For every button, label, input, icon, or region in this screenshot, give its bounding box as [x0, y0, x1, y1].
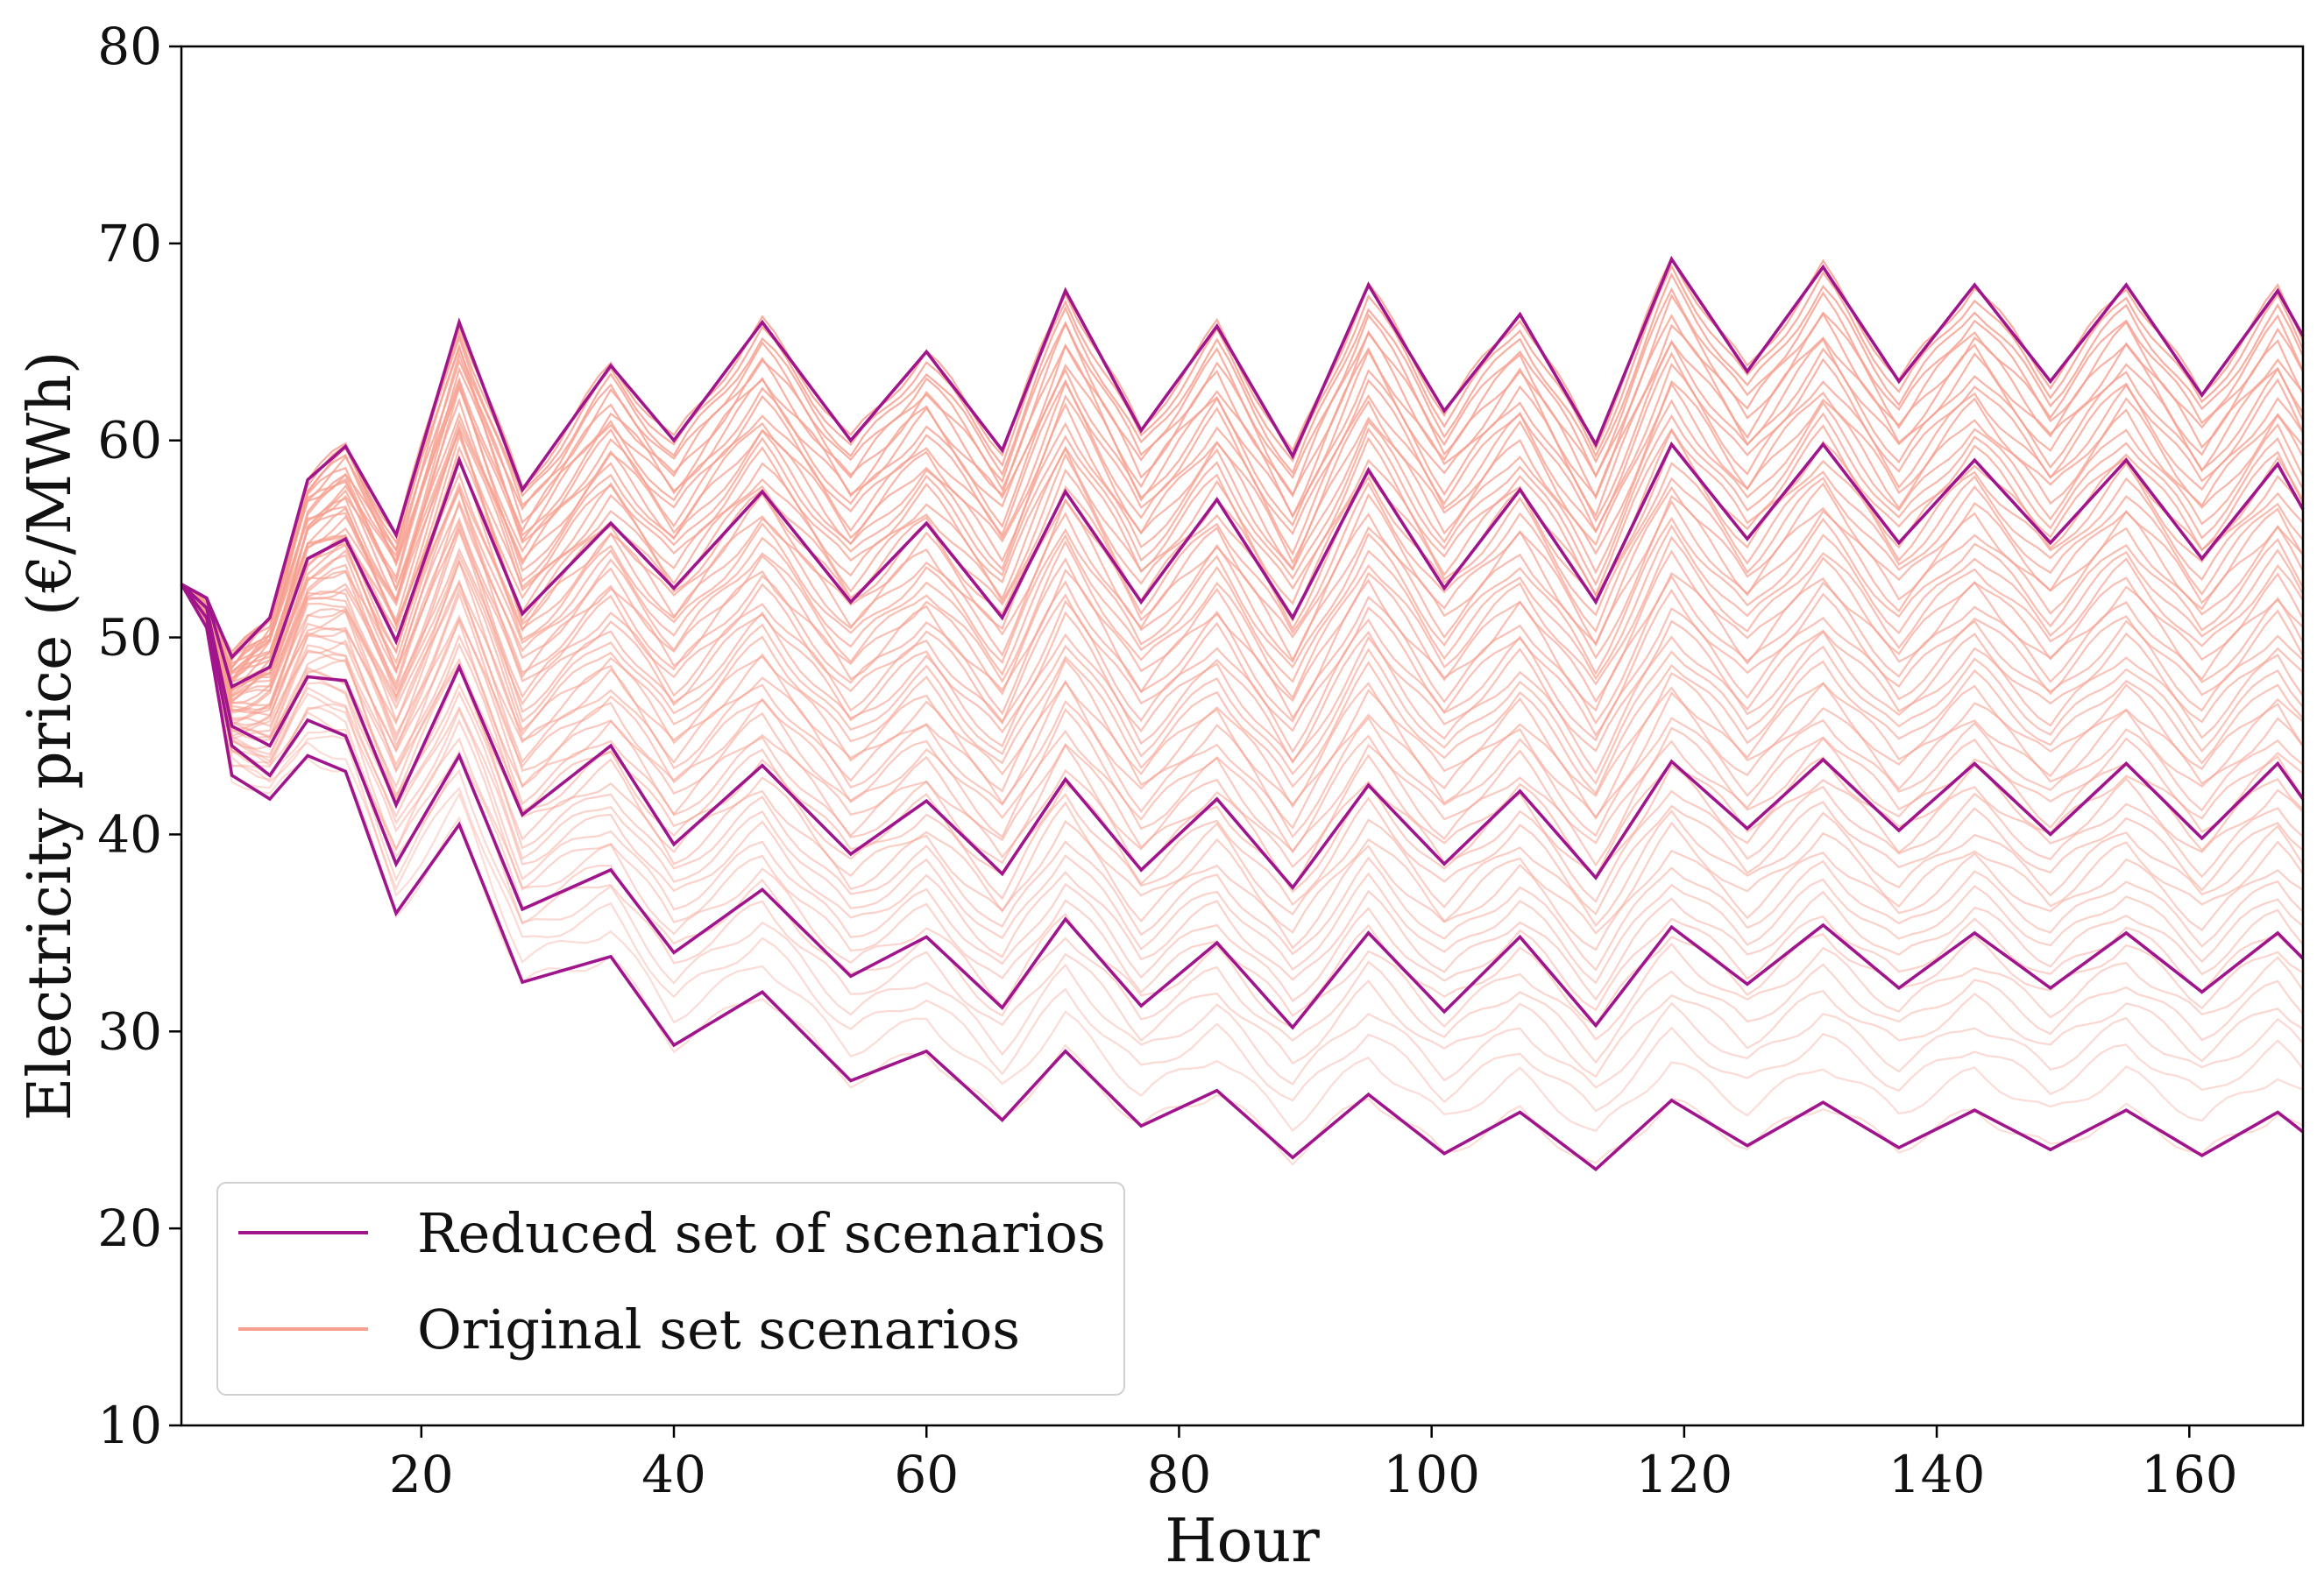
original-scenario-line	[181, 255, 2305, 654]
original-scenario-line	[181, 583, 2304, 854]
original-scenario-line	[181, 583, 2304, 985]
y-tick-label: 30	[97, 1001, 162, 1061]
y-tick-label: 10	[97, 1396, 162, 1455]
original-scenario-line	[181, 520, 2304, 753]
reduced-scenario-line	[180, 583, 2305, 1172]
original-scenario-line	[181, 312, 2304, 660]
original-scenario-line	[181, 583, 2304, 972]
original-scenario-line	[181, 445, 2304, 686]
original-scenario-line	[181, 583, 2304, 1089]
reduced-scenario-line	[180, 583, 2305, 1030]
y-tick-label: 80	[97, 17, 162, 76]
original-scenario-line	[181, 337, 2304, 665]
original-scenario-line	[181, 482, 2304, 690]
x-axis: 20 40 60 80 100 120 140 160	[389, 1425, 2238, 1504]
original-scenario-line	[181, 559, 2304, 796]
x-tick-label: 140	[1888, 1445, 1986, 1504]
reduced-scenarios-group	[180, 255, 2305, 1172]
x-tick-label: 20	[389, 1445, 454, 1504]
reduced-scenario-line	[180, 583, 2305, 890]
y-axis: 10 20 30 40 50 60 70 80	[97, 17, 181, 1455]
reduced-scenario-line	[181, 255, 2305, 661]
y-tick-label: 50	[97, 608, 162, 668]
original-scenario-line	[181, 379, 2304, 681]
original-scenario-line	[181, 583, 2304, 928]
original-scenario-line	[181, 286, 2305, 659]
original-scenario-line	[181, 264, 2305, 658]
original-scenario-line	[181, 547, 2304, 775]
original-scenario-line	[181, 583, 2304, 879]
original-scenario-line	[181, 485, 2304, 697]
original-scenario-line	[181, 583, 2304, 935]
original-scenario-line	[181, 487, 2304, 704]
original-scenario-line	[181, 583, 2304, 903]
original-scenario-line	[181, 583, 2304, 1027]
original-scenario-line	[181, 583, 2304, 1078]
plot-frame	[180, 45, 2305, 1427]
original-scenario-line	[181, 527, 2304, 765]
original-scenario-line	[181, 583, 2304, 1001]
original-scenario-line	[181, 583, 2304, 1133]
legend-box	[216, 1182, 1125, 1396]
legend: Reduced set of scenarios Original set sc…	[216, 1182, 1125, 1396]
original-scenario-line	[181, 583, 2304, 1012]
y-tick-label: 60	[97, 411, 162, 470]
original-scenario-line	[181, 583, 2304, 951]
x-tick-label: 160	[2141, 1445, 2238, 1504]
original-scenario-line	[181, 459, 2304, 683]
original-scenario-line	[181, 583, 2304, 1113]
x-tick-label: 80	[1147, 1445, 1212, 1504]
x-axis-title: Hour	[1165, 1507, 1320, 1576]
original-scenario-line	[181, 399, 2304, 674]
original-scenario-line	[181, 525, 2304, 738]
x-tick-label: 120	[1636, 1445, 1733, 1504]
original-scenario-line	[181, 553, 2304, 786]
original-scenario-line	[181, 499, 2304, 720]
original-scenario-line	[181, 583, 2304, 1041]
original-scenario-line	[181, 433, 2304, 691]
x-tick-label: 60	[894, 1445, 959, 1504]
original-scenario-line	[181, 583, 2304, 916]
original-scenario-line	[181, 272, 2305, 662]
original-scenario-line	[181, 580, 2304, 821]
original-scenarios-group	[181, 255, 2305, 1166]
y-tick-label: 40	[97, 804, 162, 864]
y-tick-label: 20	[97, 1199, 162, 1258]
y-tick-label: 70	[97, 214, 162, 273]
original-scenario-line	[181, 517, 2304, 725]
x-tick-label: 40	[641, 1445, 706, 1504]
original-scenario-line	[181, 382, 2304, 682]
legend-label-reduced: Reduced set of scenarios	[417, 1201, 1106, 1265]
y-axis-title: Electricity price (€/MWh)	[16, 351, 85, 1121]
original-scenario-line	[181, 351, 2304, 670]
original-scenario-line	[181, 412, 2304, 674]
original-scenario-line	[181, 583, 2304, 1166]
reduced-scenario-line	[181, 441, 2305, 689]
original-scenario-line	[181, 583, 2304, 838]
original-scenario-line	[181, 502, 2304, 704]
original-scenario-line	[181, 471, 2304, 694]
x-tick-label: 100	[1383, 1445, 1480, 1504]
legend-label-original: Original set scenarios	[417, 1298, 1020, 1361]
original-scenario-line	[181, 424, 2304, 675]
